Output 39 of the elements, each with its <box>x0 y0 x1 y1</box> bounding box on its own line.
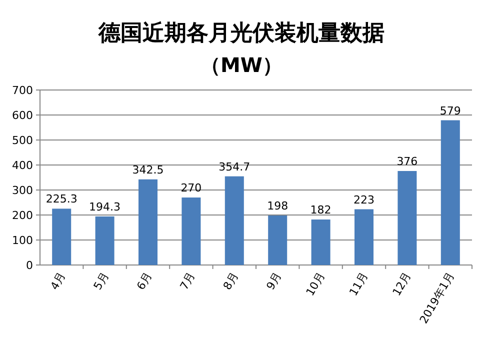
y-tick-label: 500 <box>12 134 33 147</box>
data-label: 376 <box>396 155 418 168</box>
y-tick-label: 300 <box>12 184 33 197</box>
bar <box>52 208 72 265</box>
x-tick-label: 9月 <box>264 270 284 292</box>
x-tick-label: 5月 <box>91 270 112 292</box>
data-label: 198 <box>267 200 288 212</box>
bar <box>354 209 374 265</box>
data-label: 223 <box>354 193 374 206</box>
x-tick-label: 8月 <box>220 270 241 292</box>
y-tick-label: 0 <box>26 259 33 272</box>
bar <box>311 220 330 265</box>
bar <box>138 179 158 265</box>
data-label: 182 <box>310 204 332 216</box>
bar <box>182 198 201 265</box>
y-tick-label: 400 <box>12 159 33 172</box>
bar <box>268 216 288 265</box>
y-tick-label: 600 <box>12 109 33 122</box>
data-label: 270 <box>180 182 202 194</box>
x-tick-label: 10月 <box>304 270 328 298</box>
x-tick-label: 6月 <box>134 270 155 292</box>
bar <box>440 120 460 265</box>
x-tick-label: 7月 <box>178 270 198 292</box>
bar <box>95 216 114 265</box>
data-label: 194.3 <box>89 200 121 214</box>
data-label: 225.3 <box>46 192 78 206</box>
bar <box>398 171 417 265</box>
y-tick-label: 100 <box>12 234 33 247</box>
data-label: 579 <box>440 104 461 118</box>
chart-title: 德国近期各月光伏装机量数据 <box>98 21 384 46</box>
data-label: 342.5 <box>132 163 164 176</box>
x-tick-label: 4月 <box>48 270 68 292</box>
x-tick-label: 12月 <box>390 270 414 298</box>
data-label: 354.7 <box>218 160 250 174</box>
bar <box>224 176 244 265</box>
y-tick-label: 700 <box>12 84 33 97</box>
y-tick-label: 200 <box>12 209 33 222</box>
chart-subtitle: （MW） <box>200 53 282 77</box>
x-tick-label: 11月 <box>346 270 371 298</box>
